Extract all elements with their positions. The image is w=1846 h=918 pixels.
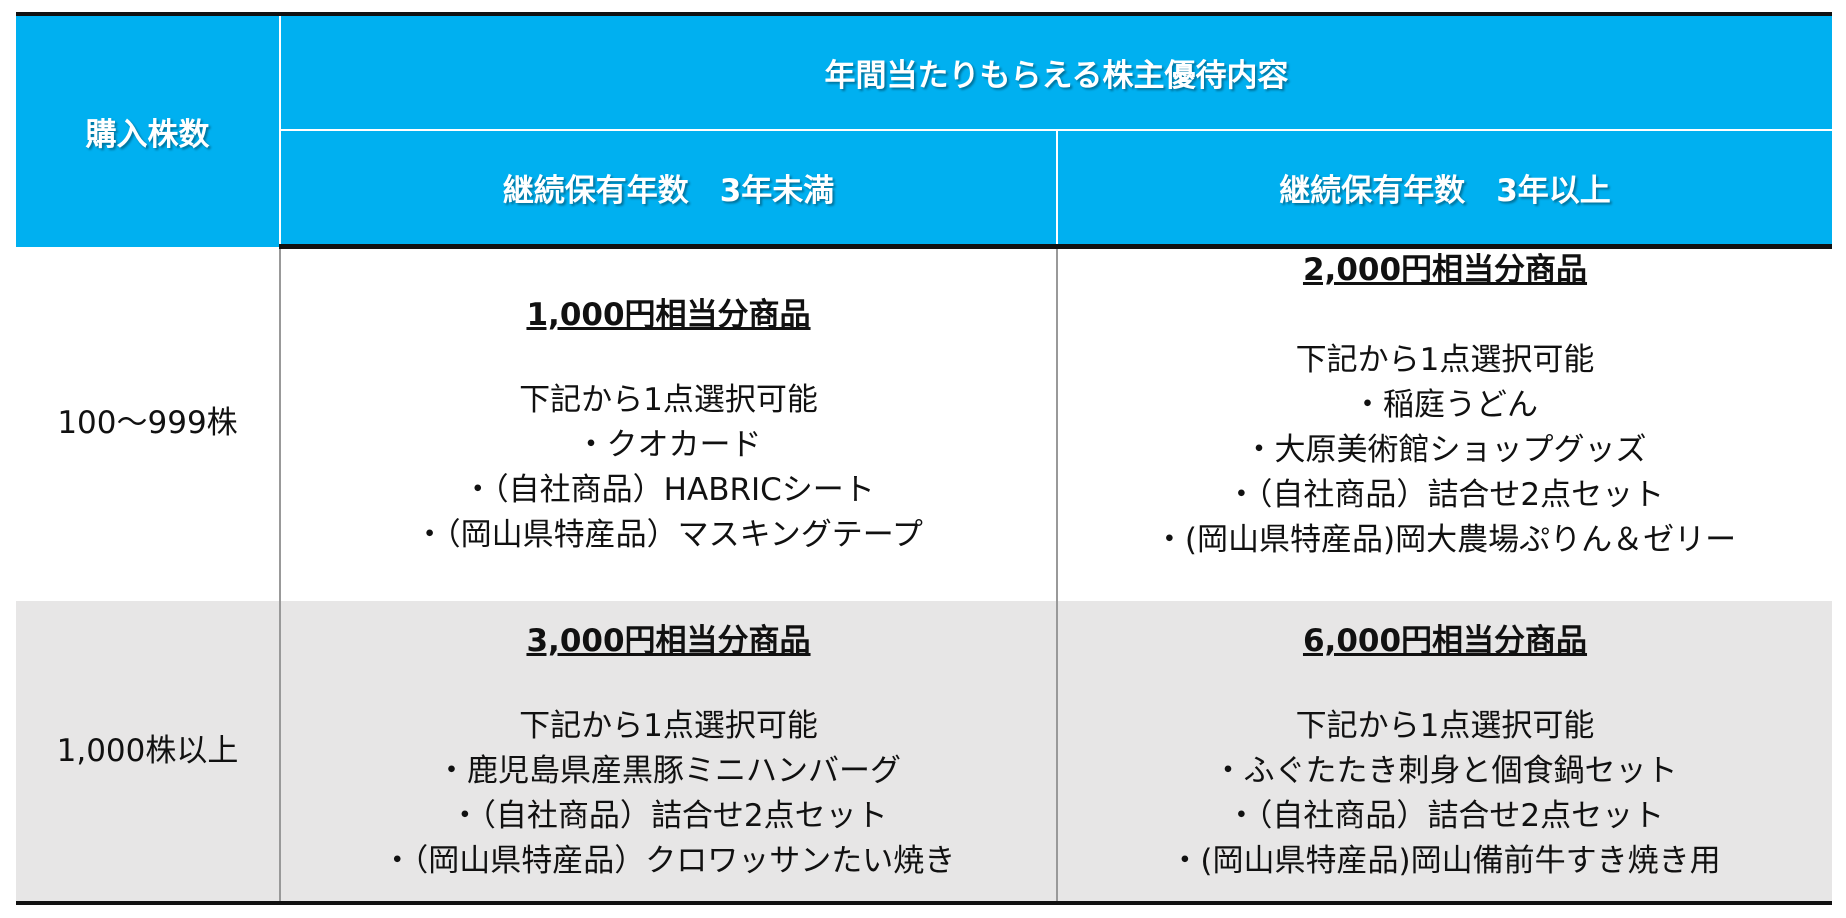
table-row: 1,000株以上 3,000円相当分商品 下記から1点選択可能 ・鹿児島県産黒豚… <box>16 601 1833 905</box>
benefit-line: 下記から1点選択可能 <box>519 707 818 744</box>
benefit-line: 下記から1点選択可能 <box>1295 707 1595 744</box>
header-over-3-years: 継続保有年数 3年以上 <box>1057 130 1833 249</box>
header-under-3-years: 継続保有年数 3年未満 <box>280 130 1058 249</box>
benefit-line: ・（自社商品）HABRICシート <box>462 471 875 508</box>
benefit-cell: 1,000円相当分商品 下記から1点選択可能 ・クオカード ・（自社商品）HAB… <box>280 246 1058 601</box>
benefit-line: ・(岡山県特産品)岡山備前牛すき焼き用 <box>1169 842 1721 879</box>
benefit-line: ・（岡山県特産品）マスキングテープ <box>414 516 923 553</box>
benefit-cell: 2,000円相当分商品 下記から1点選択可能 ・稲庭うどん ・大原美術館ショップ… <box>1057 246 1833 601</box>
benefit-line: ・ふぐたたき刺身と個食鍋セット <box>1212 752 1678 789</box>
benefit-title: 6,000円相当分商品 <box>1302 622 1588 659</box>
benefit-cell: 6,000円相当分商品 下記から1点選択可能 ・ふぐたたき刺身と個食鍋セット ・… <box>1057 601 1833 905</box>
shareholder-benefits-table: 購入株数 年間当たりもらえる株主優待内容 継続保有年数 3年未満 継続保有年数 … <box>16 12 1833 905</box>
benefit-line: ・クオカード <box>575 426 762 463</box>
benefit-line: ・（自社商品）詰合せ2点セット <box>1225 797 1665 834</box>
benefit-line: 下記から1点選択可能 <box>519 381 818 418</box>
benefit-cell: 3,000円相当分商品 下記から1点選択可能 ・鹿児島県産黒豚ミニハンバーグ ・… <box>280 601 1058 905</box>
benefit-line: ・(岡山県特産品)岡大農場ぷりん＆ゼリー <box>1153 521 1737 558</box>
benefit-line: ・稲庭うどん <box>1352 386 1538 423</box>
benefit-line: ・（自社商品）詰合せ2点セット <box>1225 476 1665 513</box>
benefit-line: ・（岡山県特産品）クロワッサンたい焼き <box>381 842 956 879</box>
benefit-title: 2,000円相当分商品 <box>1302 251 1588 288</box>
shares-cell: 1,000株以上 <box>16 601 281 905</box>
benefit-line: 下記から1点選択可能 <box>1295 341 1595 378</box>
benefit-title: 3,000円相当分商品 <box>526 622 811 659</box>
benefit-line: ・（自社商品）詰合せ2点セット <box>449 797 888 834</box>
header-benefits: 年間当たりもらえる株主優待内容 <box>280 12 1833 131</box>
benefit-line: ・鹿児島県産黒豚ミニハンバーグ <box>436 752 901 789</box>
header-shares: 購入株数 <box>16 12 281 247</box>
shares-cell: 100～999株 <box>16 246 281 601</box>
table-row: 100～999株 1,000円相当分商品 下記から1点選択可能 ・クオカード ・… <box>16 246 1833 601</box>
benefit-title: 1,000円相当分商品 <box>526 296 811 333</box>
benefit-line: ・大原美術館ショップグッズ <box>1243 431 1647 468</box>
